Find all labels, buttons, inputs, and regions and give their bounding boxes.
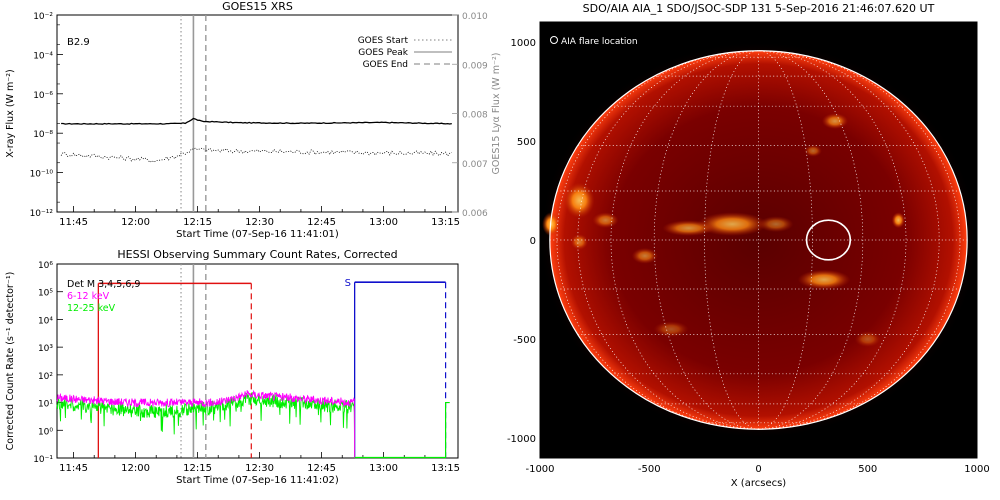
- hessi-flag-label: S: [345, 278, 351, 289]
- aia-active-region: [797, 269, 851, 290]
- hessi-y-tick-label: 10⁴: [38, 316, 53, 326]
- aia-active-region: [564, 182, 595, 219]
- aia-active-region: [697, 212, 768, 237]
- goes-legend-label: GOES End: [363, 60, 408, 70]
- aia-flare-circle: [805, 219, 852, 261]
- goes-y-tick-label: 10⁻¹⁰: [30, 170, 54, 180]
- goes-x-axis-label: Start Time (07-Sep-16 11:41:01): [176, 229, 339, 240]
- aia-active-region: [821, 113, 849, 130]
- aia-x-tick-label: -1000: [525, 464, 554, 475]
- hessi-legend-label: 12-25 keV: [67, 303, 116, 314]
- aia-grid-meridian: [758, 50, 813, 430]
- aia-x-tick-label: -500: [638, 464, 661, 475]
- hessi-series-low: [56, 389, 356, 459]
- aia-active-region: [891, 212, 905, 229]
- goes-legend-label: GOES Start: [358, 36, 409, 46]
- hessi-frame: [56, 263, 459, 459]
- aia-grid-meridian: [758, 50, 907, 430]
- aia-y-tick-label: 500: [517, 137, 536, 148]
- aia-grid-meridian: [758, 50, 940, 430]
- aia-grid-meridian: [653, 50, 759, 430]
- aia-annotation-symbol: [550, 36, 558, 44]
- goes-x-tick-label: 12:15: [183, 217, 212, 228]
- aia-grid-meridian: [577, 50, 759, 430]
- goes-legend-label: GOES Peak: [358, 48, 408, 58]
- goes-series-long: [61, 117, 452, 125]
- hessi-y-tick-label: 10⁶: [38, 261, 53, 271]
- hessi-y-tick-label: 10⁰: [38, 427, 53, 437]
- goes-y2-tick-label: 0.006: [462, 209, 488, 219]
- aia-x-tick-label: 500: [858, 464, 877, 475]
- aia-x-tick-label: 1000: [964, 464, 989, 475]
- goes-x-tick-label: 13:15: [431, 217, 460, 228]
- aia-grid-meridian: [704, 50, 759, 430]
- goes-x-tick-label: 12:00: [121, 217, 150, 228]
- hessi-x-tick-label: 11:45: [59, 463, 88, 474]
- aia-active-region: [804, 144, 822, 157]
- goes-y-tick-label: 10⁻¹²: [30, 209, 54, 219]
- hessi-y-axis-label: Corrected Count Rate (s⁻¹ detector⁻¹): [5, 272, 16, 451]
- goes-y-tick-label: 10⁻⁸: [33, 130, 53, 140]
- hessi-y-tick-label: 10³: [38, 344, 53, 354]
- goes-x-tick-label: 12:45: [307, 217, 336, 228]
- aia-active-region: [653, 321, 689, 338]
- hessi-legend-label: 6-12 keV: [67, 291, 110, 302]
- aia-y-tick-label: 0: [530, 236, 536, 247]
- aia-y-tick-label: 1000: [511, 38, 536, 49]
- goes-y2-tick-label: 0.009: [462, 61, 488, 71]
- aia-active-region: [592, 212, 619, 229]
- goes-y2-tick-label: 0.007: [462, 160, 488, 170]
- hessi-legend-label: Det M 3,4,5,6,9: [67, 279, 140, 290]
- hessi-x-tick-label: 12:00: [121, 463, 150, 474]
- goes-y-tick-label: 10⁻⁴: [33, 51, 53, 61]
- aia-grid-meridian: [610, 50, 759, 430]
- goes-x-tick-label: 13:00: [369, 217, 398, 228]
- goes-y-tick-label: 10⁻⁶: [33, 91, 53, 101]
- aia-title: SDO/AIA AIA_1 SDO/JSOC-SDP 131 5-Sep-201…: [583, 2, 935, 15]
- aia-active-region: [758, 216, 794, 233]
- goes-x-tick-label: 12:30: [245, 217, 274, 228]
- goes-series-short: [60, 147, 452, 163]
- aia-x-tick-label: 0: [755, 464, 761, 475]
- hessi-title: HESSI Observing Summary Count Rates, Cor…: [117, 248, 397, 261]
- hessi-y-tick-label: 10¹: [38, 400, 53, 410]
- hessi-series-low-tail: [354, 401, 450, 459]
- aia-x-axis-label: X (arcsecs): [731, 478, 787, 489]
- aia-y-tick-label: -1000: [507, 434, 536, 445]
- goes-y2-axis-label: GOES15 Lyα Flux (W m⁻²): [491, 53, 502, 175]
- aia-limb: [549, 50, 968, 430]
- hessi-x-axis-label: Start Time (07-Sep-16 11:41:02): [176, 475, 339, 486]
- aia-active-region: [662, 220, 715, 237]
- aia-image: [540, 41, 977, 439]
- aia-y-tick-label: -500: [513, 335, 536, 346]
- goes-y2-tick-label: 0.008: [462, 111, 488, 121]
- aia-grid-meridian: [758, 50, 864, 430]
- hessi-x-tick-label: 13:15: [431, 463, 460, 474]
- hessi-x-tick-label: 12:30: [245, 463, 274, 474]
- aia-active-region: [570, 234, 589, 250]
- aia-active-region: [854, 331, 881, 348]
- goes-class-label: B2.9: [67, 37, 90, 48]
- hessi-x-tick-label: 12:15: [183, 463, 212, 474]
- goes-y-axis-label: X-ray Flux (W m⁻²): [5, 69, 16, 158]
- goes-x-tick-label: 11:45: [59, 217, 88, 228]
- hessi-y-tick-label: 10⁻¹: [33, 455, 53, 465]
- goes-y2-tick-label: 0.010: [462, 12, 488, 22]
- hessi-y-tick-label: 10⁵: [38, 289, 53, 299]
- aia-annotation-label: AIA flare location: [561, 37, 638, 47]
- goes-title: GOES15 XRS: [222, 0, 293, 13]
- hessi-x-tick-label: 13:00: [369, 463, 398, 474]
- goes-y-tick-label: 10⁻²: [33, 12, 53, 22]
- hessi-y-tick-label: 10²: [38, 372, 53, 382]
- hessi-x-tick-label: 12:45: [307, 463, 336, 474]
- aia-active-region: [631, 247, 658, 264]
